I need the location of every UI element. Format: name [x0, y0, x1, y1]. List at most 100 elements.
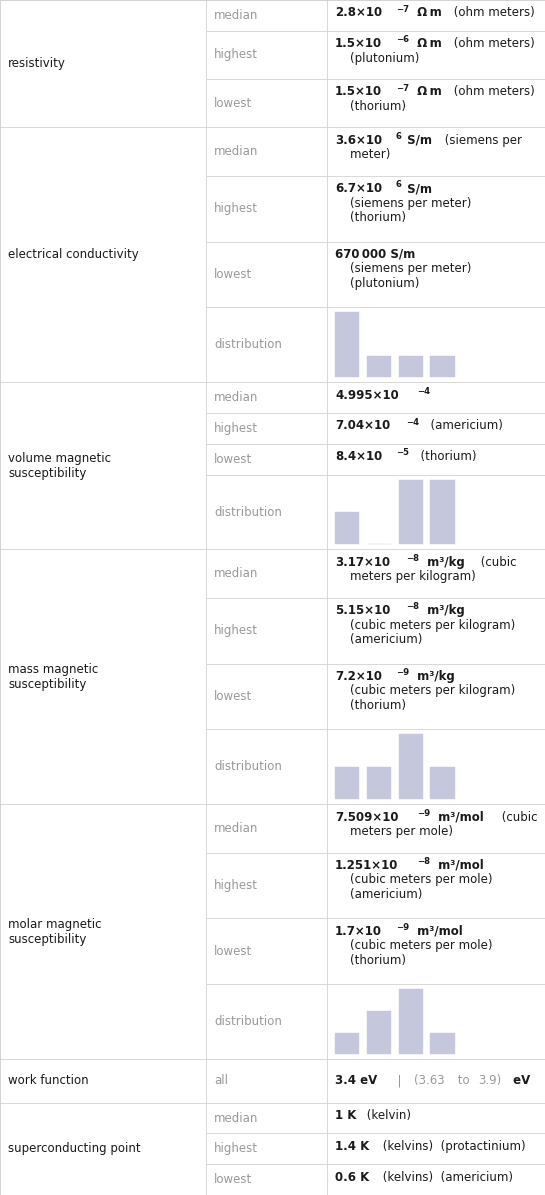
Bar: [327, 474, 545, 550]
Bar: [327, 1103, 545, 1133]
Bar: [0, 382, 206, 550]
Text: all: all: [214, 1074, 228, 1087]
Text: 6: 6: [396, 180, 402, 189]
Text: median: median: [214, 391, 258, 404]
Text: lowest: lowest: [214, 1173, 252, 1187]
Bar: [206, 1164, 327, 1195]
Text: meters per kilogram): meters per kilogram): [335, 570, 476, 583]
Text: −7: −7: [396, 5, 409, 13]
Bar: [327, 0, 545, 31]
Bar: [327, 663, 545, 729]
Text: 0.6 K: 0.6 K: [335, 1171, 370, 1183]
Text: distribution: distribution: [214, 338, 282, 351]
Bar: [367, 767, 391, 799]
Text: −8: −8: [406, 554, 419, 563]
Text: −4: −4: [406, 418, 420, 427]
Text: 1.4 K: 1.4 K: [335, 1140, 370, 1153]
Text: −6: −6: [396, 36, 409, 44]
Text: −9: −9: [396, 923, 409, 932]
Bar: [0, 0, 206, 128]
Text: (americium): (americium): [335, 633, 422, 646]
Text: −5: −5: [396, 448, 409, 458]
Text: 4.995×10: 4.995×10: [335, 388, 399, 402]
Bar: [327, 31, 545, 79]
Bar: [0, 128, 206, 382]
Text: distribution: distribution: [214, 1016, 282, 1028]
Bar: [327, 852, 545, 919]
Bar: [0, 1103, 206, 1195]
Text: lowest: lowest: [214, 97, 252, 110]
Text: −9: −9: [417, 809, 430, 817]
Text: (plutonium): (plutonium): [335, 51, 419, 65]
Bar: [327, 413, 545, 443]
Text: m³/kg: m³/kg: [423, 556, 465, 569]
Text: (siemens per meter): (siemens per meter): [335, 263, 471, 275]
Text: resistivity: resistivity: [8, 57, 66, 71]
Text: (thorium): (thorium): [335, 954, 406, 967]
Bar: [327, 804, 545, 852]
Bar: [335, 1032, 360, 1054]
Text: (thorium): (thorium): [335, 699, 406, 712]
Text: (3.63: (3.63: [414, 1074, 445, 1087]
Text: 7.2×10: 7.2×10: [335, 670, 382, 684]
Bar: [327, 443, 545, 474]
Text: (cubic meters per kilogram): (cubic meters per kilogram): [335, 685, 515, 698]
Text: (kelvins)  (protactinium): (kelvins) (protactinium): [379, 1140, 526, 1153]
Bar: [327, 79, 545, 128]
Text: eV: eV: [508, 1074, 530, 1087]
Bar: [367, 356, 391, 378]
Bar: [206, 443, 327, 474]
Text: m³/mol: m³/mol: [413, 925, 462, 938]
Bar: [327, 550, 545, 598]
Text: (siemens per: (siemens per: [441, 134, 522, 147]
Text: −8: −8: [407, 602, 420, 612]
Bar: [327, 241, 545, 307]
Bar: [206, 176, 327, 241]
Bar: [327, 1133, 545, 1164]
Text: electrical conductivity: electrical conductivity: [8, 249, 139, 262]
Text: (kelvins)  (americium): (kelvins) (americium): [379, 1171, 513, 1183]
Text: highest: highest: [214, 880, 258, 891]
Text: 7.04×10: 7.04×10: [335, 419, 390, 433]
Text: highest: highest: [214, 49, 258, 61]
Text: lowest: lowest: [214, 453, 252, 466]
Bar: [335, 312, 360, 378]
Text: to: to: [453, 1074, 473, 1087]
Text: 1.251×10: 1.251×10: [335, 859, 398, 872]
Bar: [206, 729, 327, 804]
Bar: [206, 1133, 327, 1164]
Text: S/m: S/m: [403, 134, 432, 147]
Text: highest: highest: [214, 1142, 258, 1156]
Bar: [206, 31, 327, 79]
Bar: [206, 128, 327, 176]
Text: (thorium): (thorium): [335, 212, 406, 225]
Bar: [398, 356, 423, 378]
Bar: [206, 0, 327, 31]
Bar: [367, 1011, 391, 1054]
Text: (thorium): (thorium): [335, 100, 406, 114]
Text: volume magnetic
susceptibility: volume magnetic susceptibility: [8, 452, 111, 480]
Bar: [327, 598, 545, 663]
Text: (siemens per meter): (siemens per meter): [335, 197, 471, 209]
Text: molar magnetic
susceptibility: molar magnetic susceptibility: [8, 918, 101, 945]
Text: 670 000 S/m: 670 000 S/m: [335, 247, 415, 261]
Text: 7.509×10: 7.509×10: [335, 810, 398, 823]
Text: median: median: [214, 568, 258, 580]
Bar: [206, 474, 327, 550]
Bar: [0, 804, 206, 1059]
Bar: [431, 479, 455, 545]
Text: 3.17×10: 3.17×10: [335, 556, 390, 569]
Text: (ohm meters): (ohm meters): [450, 6, 535, 19]
Text: (cubic meters per mole): (cubic meters per mole): [335, 939, 493, 952]
Text: −4: −4: [417, 387, 431, 396]
Text: m³/mol: m³/mol: [434, 810, 483, 823]
Bar: [327, 985, 545, 1059]
Text: −9: −9: [396, 668, 409, 678]
Bar: [327, 176, 545, 241]
Bar: [335, 767, 360, 799]
Text: 1.5×10: 1.5×10: [335, 86, 382, 98]
Text: work function: work function: [8, 1074, 89, 1087]
Text: highest: highest: [214, 202, 258, 215]
Bar: [327, 1059, 545, 1103]
Text: superconducting point: superconducting point: [8, 1142, 141, 1156]
